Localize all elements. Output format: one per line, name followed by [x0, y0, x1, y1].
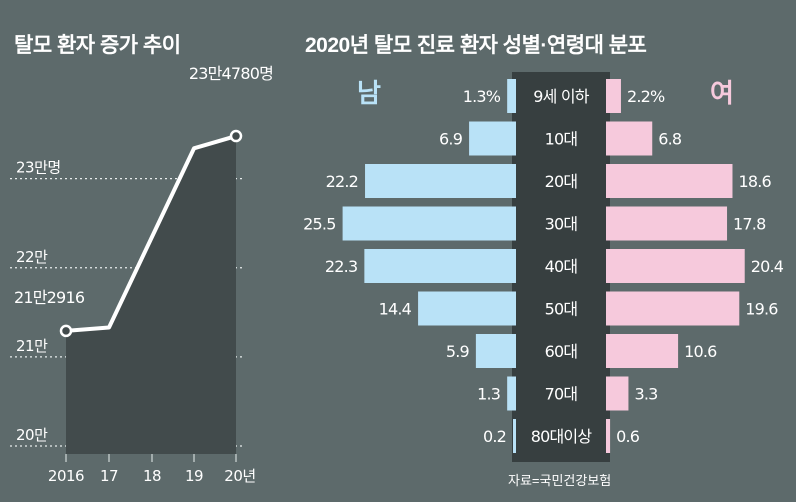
legend-male: 남	[357, 79, 381, 109]
data-label: 21만2916	[14, 288, 85, 307]
male-value-label: 22.2	[326, 172, 358, 191]
y-tick-label: 21만	[16, 337, 48, 355]
left-chart-title: 탈모 환자 증가 추이	[14, 34, 181, 57]
male-value-label: 1.3%	[463, 87, 501, 106]
y-tick-label: 20만	[16, 426, 48, 444]
male-value-label: 5.9	[446, 342, 470, 361]
bar-female	[606, 419, 611, 453]
patient-trend-chart: 20만 21만 22만 23만명 21만2916 23만4780명 2016 17 18 19 20…	[10, 64, 274, 485]
age-category-label: 60대	[545, 342, 578, 361]
right-chart-title: 2020년 탈모 진료 환자 성별·연령대 분포	[305, 34, 647, 57]
data-point	[59, 324, 73, 338]
male-value-label: 25.5	[303, 215, 335, 234]
x-tick-label: 2016	[48, 467, 84, 485]
female-value-label: 6.8	[658, 130, 682, 149]
bar-female	[606, 249, 745, 283]
male-value-label: 0.2	[483, 427, 506, 446]
female-value-label: 10.6	[684, 342, 717, 361]
male-value-label: 22.3	[325, 257, 357, 276]
age-category-label: 70대	[545, 385, 578, 404]
bar-male	[342, 206, 516, 241]
bar-female	[606, 164, 733, 198]
age-category-label: 50대	[545, 300, 578, 319]
center-band	[512, 72, 610, 462]
male-value-label: 14.4	[379, 300, 412, 319]
age-category-label: 40대	[545, 257, 578, 276]
area-fill	[66, 136, 236, 454]
female-value-label: 20.4	[751, 257, 784, 276]
data-point	[229, 129, 243, 143]
female-value-label: 0.6	[616, 427, 640, 446]
bar-male	[507, 376, 516, 411]
female-value-label: 19.6	[745, 300, 778, 319]
bar-male	[475, 334, 516, 368]
x-tick-label: 19	[185, 467, 203, 485]
bar-male	[507, 79, 516, 113]
female-value-label: 17.8	[733, 215, 766, 234]
y-tick-label: 22만	[16, 248, 48, 266]
age-category-label: 9세 이하	[533, 87, 590, 106]
legend-female: 여	[710, 79, 734, 109]
male-value-label: 6.9	[439, 130, 463, 149]
bar-female	[606, 121, 653, 156]
age-category-label: 30대	[545, 215, 578, 234]
female-value-label: 2.2%	[627, 87, 665, 106]
x-tick-label: 20년	[224, 467, 255, 485]
source-note: 자료=국민건강보험	[508, 473, 612, 488]
bar-female	[606, 79, 621, 113]
x-tick-label: 17	[100, 467, 118, 485]
age-category-label: 80대이상	[531, 427, 593, 446]
bar-male	[418, 291, 516, 326]
x-tick-label: 18	[143, 467, 161, 485]
data-label: 23만4780명	[189, 64, 273, 83]
female-value-label: 18.6	[738, 172, 771, 191]
bar-female	[606, 291, 740, 326]
male-value-label: 1.3	[477, 385, 500, 404]
bar-female	[606, 206, 728, 241]
bar-male	[364, 249, 516, 283]
bar-male	[513, 419, 516, 453]
bar-female	[606, 334, 679, 368]
trend-line	[65, 134, 237, 333]
female-value-label: 3.3	[634, 385, 657, 404]
age-category-label: 10대	[545, 130, 578, 149]
bar-female	[606, 376, 629, 411]
bar-male	[469, 121, 516, 156]
age-category-label: 20대	[545, 172, 578, 191]
bar-male	[365, 164, 516, 198]
y-tick-label: 23만명	[16, 159, 61, 177]
